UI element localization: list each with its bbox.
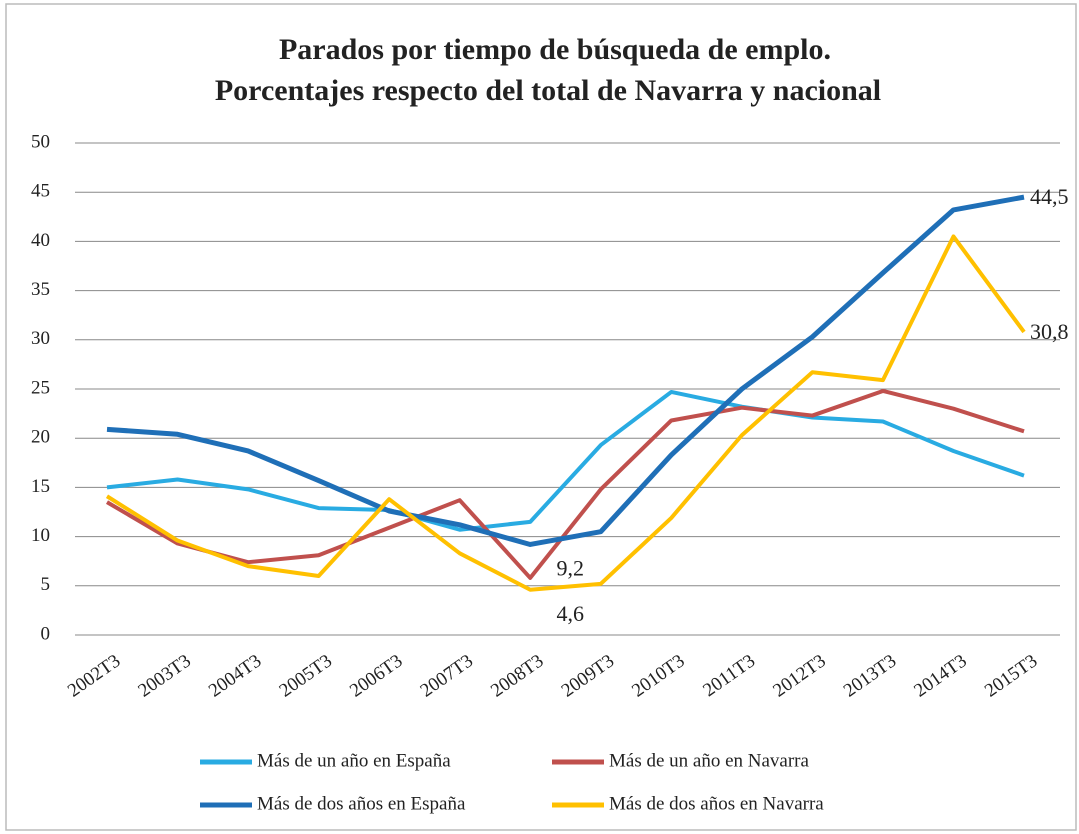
legend-label: Más de un año en Navarra xyxy=(609,750,810,771)
chart-title: Parados por tiempo de búsqueda de emplo. xyxy=(279,33,831,66)
data-label: 4,6 xyxy=(556,601,584,626)
y-tick-label: 15 xyxy=(31,476,50,497)
chart-frame xyxy=(5,3,1077,831)
y-tick-label: 40 xyxy=(31,230,50,251)
y-tick-label: 30 xyxy=(31,328,50,349)
y-tick-label: 45 xyxy=(31,181,50,202)
y-tick-label: 35 xyxy=(31,279,50,300)
series-line xyxy=(105,234,1026,592)
y-tick-label: 20 xyxy=(31,427,50,448)
legend-label: Más de un año en España xyxy=(257,750,451,771)
chart-title: Porcentajes respecto del total de Navarr… xyxy=(215,74,881,107)
y-tick-label: 25 xyxy=(31,377,50,398)
series-line xyxy=(106,194,1025,547)
y-tick-label: 50 xyxy=(31,131,50,152)
legend-label: Más de dos años en Navarra xyxy=(609,793,824,814)
data-label: 9,2 xyxy=(556,556,584,581)
data-label: 44,5 xyxy=(1030,184,1069,209)
series-line xyxy=(106,389,1025,532)
y-tick-label: 5 xyxy=(41,574,51,595)
legend-label: Más de dos años en España xyxy=(257,793,466,814)
data-label: 30,8 xyxy=(1030,319,1069,344)
y-tick-label: 0 xyxy=(41,623,51,644)
y-tick-label: 10 xyxy=(31,525,50,546)
series-line xyxy=(105,388,1025,580)
